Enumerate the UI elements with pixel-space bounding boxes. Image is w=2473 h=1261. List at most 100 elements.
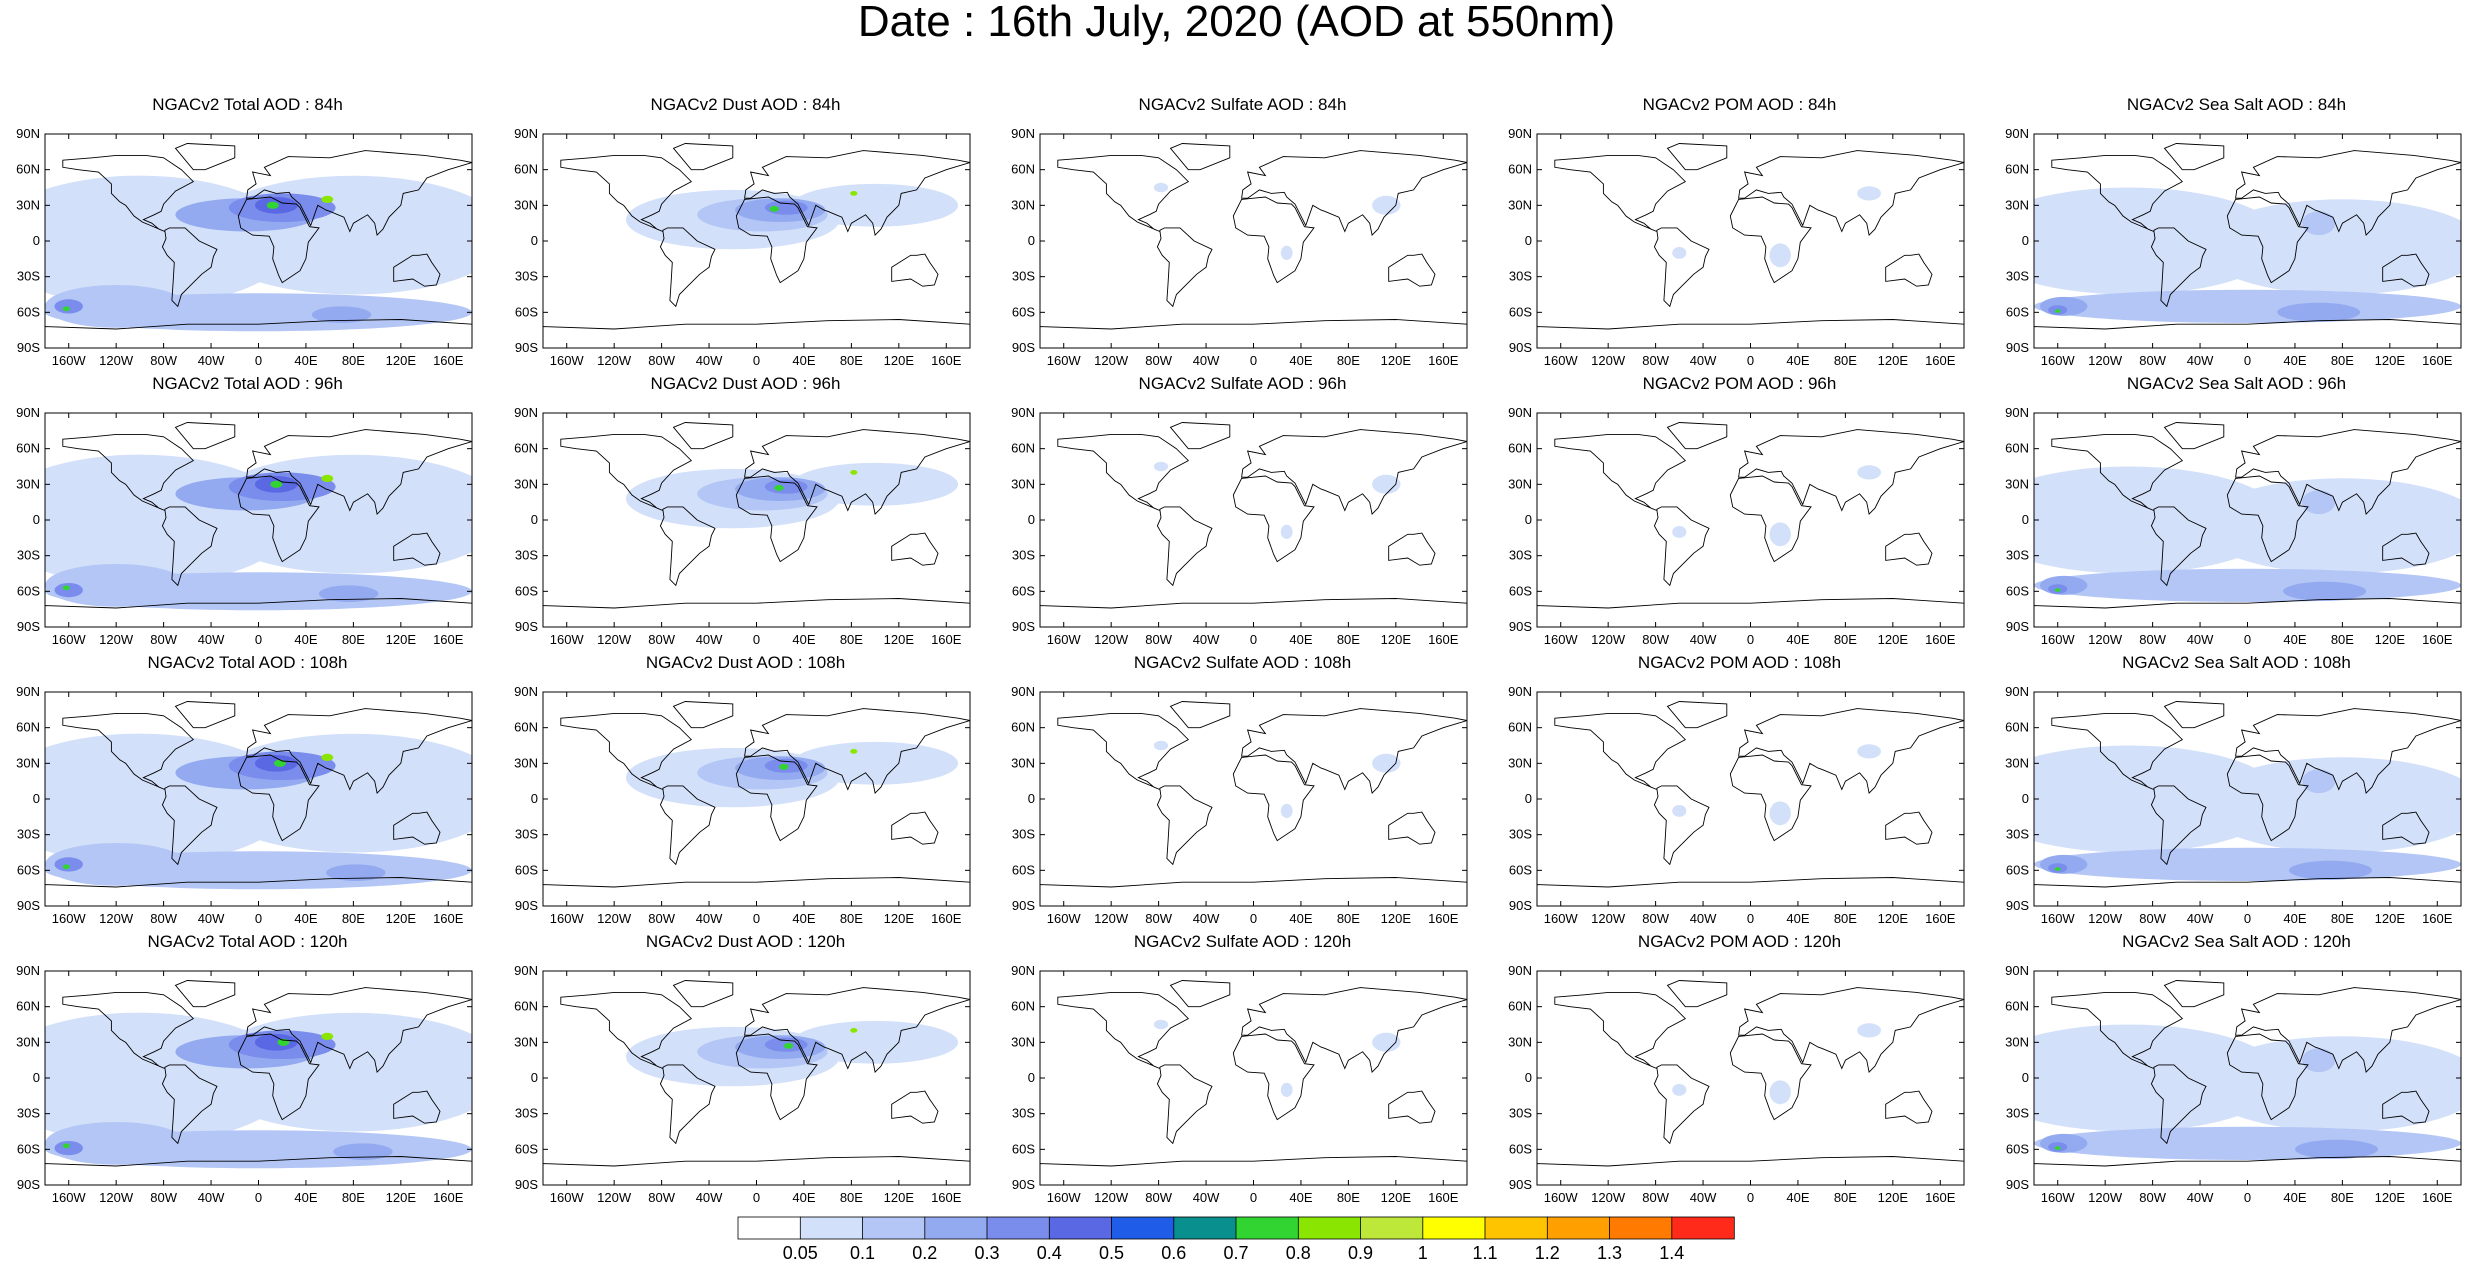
aod-contour: [54, 583, 83, 598]
lon-label: 40E: [1289, 632, 1312, 647]
coastline: [891, 532, 939, 566]
coastline: [1537, 319, 1964, 348]
lon-label: 120W: [1094, 632, 1129, 647]
lon-label: 40E: [1786, 911, 1809, 926]
lat-label: 30S: [1509, 548, 1532, 563]
coastline: [1241, 429, 1467, 516]
map-panel: NGACv2 Sulfate AOD : 120h 90N 60N 30N 0 30S 60…: [995, 933, 1490, 1205]
lon-label: 40E: [1289, 1190, 1312, 1205]
colorbar-label: 0.9: [1348, 1243, 1373, 1261]
lon-label: 80W: [648, 353, 675, 368]
aod-contour: [1857, 465, 1881, 480]
lat-label: 60N: [1011, 999, 1035, 1014]
aod-contour: [2034, 289, 2461, 323]
lon-label: 120W: [2088, 1190, 2123, 1205]
lon-label: 80E: [2331, 632, 2354, 647]
lat-label: 0: [531, 791, 538, 806]
map-plot: 90N 60N 30N 0 30S 60S 90S 160W 120W 80W 40W 0 40E 80E…: [514, 684, 971, 926]
coastline: [2150, 227, 2207, 308]
lon-label: 120E: [2375, 911, 2406, 926]
lon-label: 160W: [52, 1190, 87, 1205]
lat-label: 60N: [2005, 720, 2029, 735]
lon-label: 80W: [2139, 353, 2166, 368]
aod-field: [1153, 182, 1401, 260]
aod-contour: [1672, 805, 1687, 817]
lat-label: 60N: [1011, 441, 1035, 456]
coastline: [1156, 506, 1213, 587]
colorbar-segment: [1671, 1216, 1735, 1240]
coastline: [891, 1090, 939, 1124]
coastline: [1738, 708, 1964, 795]
lon-label: 80E: [840, 911, 863, 926]
lat-label: 60S: [2006, 1141, 2029, 1156]
coastline: [45, 598, 472, 627]
lon-label: 80E: [840, 353, 863, 368]
coastline: [1885, 253, 1933, 287]
lon-label: 0: [753, 632, 760, 647]
lat-label: 0: [1028, 791, 1035, 806]
aod-contour: [54, 299, 83, 314]
lon-label: 120E: [386, 632, 417, 647]
lon-label: 160W: [550, 911, 585, 926]
aod-contour: [792, 1020, 959, 1064]
lon-label: 80W: [150, 1190, 177, 1205]
lat-label: 0: [1028, 233, 1035, 248]
lat-label: 90N: [16, 684, 40, 699]
coastline: [2226, 1033, 2309, 1121]
aod-contour: [2200, 478, 2461, 574]
map-background: [1040, 971, 1467, 1185]
coastline: [744, 708, 970, 795]
lon-label: 40E: [792, 1190, 815, 1205]
lat-label: 60S: [17, 1141, 40, 1156]
lat-label: 30S: [2006, 548, 2029, 563]
lat-label: 60S: [1509, 583, 1532, 598]
coastlines: [1537, 701, 1964, 906]
coastlines: [2034, 701, 2461, 906]
aod-contour: [2054, 867, 2061, 871]
lat-label: 0: [2022, 512, 2029, 527]
lon-label: 160W: [550, 353, 585, 368]
coastline: [2235, 987, 2461, 1074]
coastline: [393, 811, 441, 845]
colorbar-label: 1.1: [1472, 1243, 1497, 1261]
coastline: [1729, 754, 1812, 842]
coastline: [1232, 1033, 1315, 1121]
coastlines: [543, 701, 970, 906]
panel-title: NGACv2 POM AOD : 120h: [1637, 932, 1842, 951]
colorbar-label: 0.5: [1099, 1243, 1124, 1261]
lat-label: 60S: [17, 862, 40, 877]
lon-label: 160E: [931, 911, 962, 926]
map-plot: 90N 60N 30N 0 30S 60S 90S 160W 120W 80W 40W 0 40E 80E…: [1508, 126, 1965, 368]
aod-contour: [62, 585, 70, 591]
aod-contour: [270, 480, 283, 488]
map-plot: 90N 60N 30N 0 30S 60S 90S 160W 120W 80W 40W 0 40E 80E…: [16, 126, 473, 368]
lat-label: 30N: [1011, 476, 1035, 491]
map-panel: NGACv2 Total AOD : 84h 90N 60N 30N 0 30S 60S 90…: [0, 96, 495, 368]
lon-label: 0: [255, 353, 262, 368]
aod-contour: [321, 753, 334, 761]
coastline: [1040, 1156, 1467, 1185]
lon-label: 120W: [1591, 1190, 1626, 1205]
lon-label: 120E: [884, 911, 915, 926]
coastline: [1156, 1064, 1213, 1145]
lon-label: 160E: [1428, 632, 1459, 647]
coastline: [174, 701, 236, 729]
lon-label: 80W: [1145, 911, 1172, 926]
coastline: [1885, 811, 1933, 845]
lon-label: 160E: [433, 632, 464, 647]
lon-label: 120E: [2375, 1190, 2406, 1205]
lon-label: 80E: [342, 1190, 365, 1205]
coastline: [560, 712, 693, 790]
lat-label: 30N: [1011, 1034, 1035, 1049]
coastline: [161, 506, 218, 587]
map-panel: NGACv2 Total AOD : 120h 90N 60N 30N 0 30S 60S 9…: [0, 933, 495, 1205]
lon-label: 160W: [1544, 353, 1579, 368]
coastline: [2226, 196, 2309, 284]
lon-label: 160E: [1925, 1190, 1956, 1205]
aod-field: [1672, 1023, 1881, 1105]
colorbar-segment: [1360, 1216, 1424, 1240]
coastline: [891, 253, 939, 287]
aod-contour: [2283, 581, 2367, 601]
panel-title: NGACv2 POM AOD : 108h: [1637, 653, 1842, 672]
lat-label: 90N: [1011, 684, 1035, 699]
